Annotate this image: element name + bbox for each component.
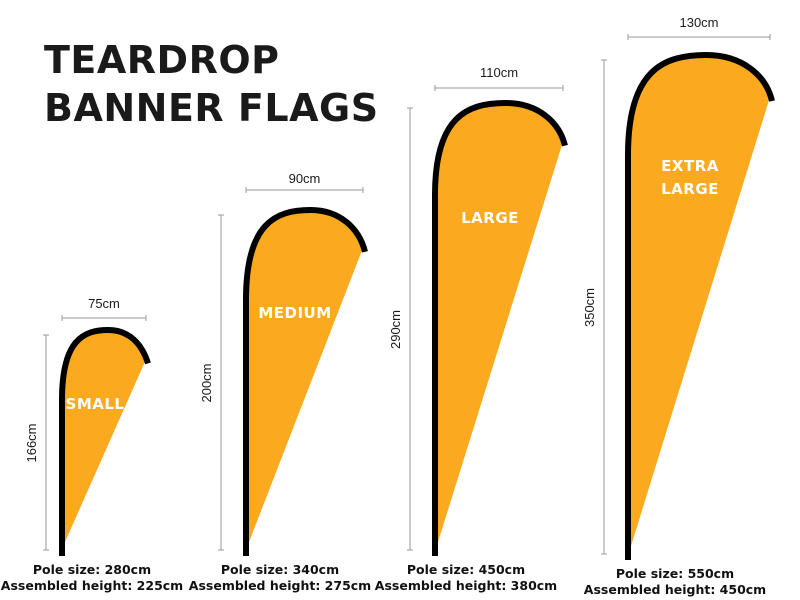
flag-4-pole-size: Pole size: 550cm	[616, 566, 734, 581]
flag-2-height-label: 200cm	[199, 363, 214, 402]
flag-4-pole	[625, 52, 775, 560]
flag-2-pole-size: Pole size: 340cm	[221, 562, 339, 577]
page-title: TEARDROP BANNER FLAGS	[44, 36, 379, 132]
flag-4-height-label: 350cm	[582, 288, 597, 327]
flag-1-label: SMALL	[66, 395, 125, 413]
flag-1-width-label: 75cm	[88, 296, 120, 311]
flag-3-label: LARGE	[461, 209, 519, 227]
flag-4-label-line-2: LARGE	[661, 180, 719, 198]
flag-3-height-label: 290cm	[388, 310, 403, 349]
flag-4-width-label: 130cm	[679, 15, 718, 30]
flag-4-assembled-height: Assembled height: 450cm	[584, 582, 766, 597]
flag-4-label: EXTRA	[661, 157, 719, 175]
title-line-2: BANNER FLAGS	[44, 86, 379, 130]
flag-1-assembled-height: Assembled height: 225cm	[1, 578, 183, 593]
flag-1-fabric	[62, 330, 146, 542]
flag-1-height-label: 166cm	[24, 423, 39, 462]
flag-1-pole	[59, 327, 151, 556]
flag-3-assembled-height: Assembled height: 380cm	[375, 578, 557, 593]
flag-1-pole-size: Pole size: 280cm	[33, 562, 151, 577]
flag-2-assembled-height: Assembled height: 275cm	[189, 578, 371, 593]
flag-3-width-label: 110cm	[480, 65, 518, 80]
flag-2-fabric	[246, 210, 363, 542]
title-line-1: TEARDROP	[44, 38, 280, 82]
flag-3-pole-size: Pole size: 450cm	[407, 562, 525, 577]
flag-2-label: MEDIUM	[258, 304, 331, 322]
flag-2-pole	[243, 207, 368, 556]
flag-4-fabric	[628, 55, 770, 546]
flag-2-width-label: 90cm	[289, 171, 321, 186]
flag-3-fabric	[435, 103, 563, 542]
flag-3-pole	[432, 100, 568, 556]
